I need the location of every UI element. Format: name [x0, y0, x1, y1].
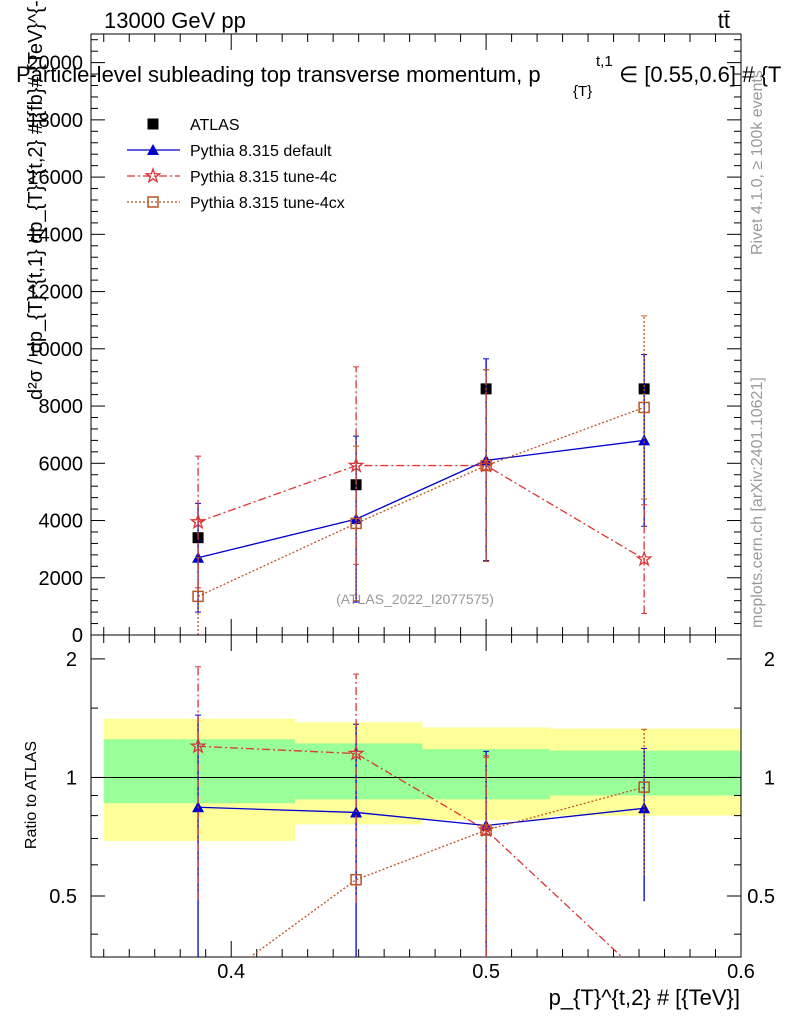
legend-marker — [147, 144, 159, 155]
x-axis-label: p_{T}^{t,2} # [{TeV}] — [549, 985, 740, 1010]
series-line — [197, 439, 645, 559]
y-tick-label: 16000 — [27, 167, 83, 189]
data-point — [480, 459, 492, 472]
x-tick-label: 0.4 — [217, 961, 245, 983]
inner-band — [294, 743, 423, 800]
analysis-watermark: (ATLAS_2022_I2077575) — [336, 591, 494, 607]
process-label: tt̄ — [718, 8, 730, 33]
rivet-version-label: Rivet 4.1.0, ≥ 100k events — [749, 70, 766, 255]
legend-label: ATLAS — [190, 117, 240, 134]
legend-marker — [147, 196, 159, 208]
plot-title-main: Particle-level subleading top transverse… — [16, 62, 541, 87]
legend-marker — [144, 166, 162, 184]
main-axes: 0 2000 4000 6000 8000 10000 12000 14000 16000 180… — [27, 34, 742, 647]
ratio-line — [198, 806, 645, 827]
ratio-y-tick-label: 1 — [66, 767, 77, 789]
legend: ATLAS Pythia 8.315 default Pythia 8.315 tu… — [127, 117, 345, 212]
ratio-point — [638, 781, 650, 793]
ratio-point — [189, 737, 207, 754]
data-point — [638, 401, 650, 414]
ratio-point — [193, 990, 203, 1000]
legend-marker — [147, 118, 159, 130]
ratio-point — [480, 824, 492, 836]
ratio-uncertainty-bands — [103, 718, 741, 841]
legend-label: Pythia 8.315 default — [190, 143, 332, 160]
x-tick-label: 0.5 — [472, 961, 500, 983]
y-tick-label: 4000 — [39, 511, 84, 533]
main-series — [189, 315, 653, 636]
mcplots-label: mcplots.cern.ch [arXiv:2401.10621] — [749, 377, 766, 628]
main-panel: (ATLAS_2022_I2077575) 0 2000 4000 6000 8000 1… — [27, 33, 742, 647]
inner-band — [549, 750, 741, 796]
ratio-y-tick-label: 2 — [66, 649, 77, 671]
plot-title-tail: ∈ [0.55,0.6] # {T — [619, 62, 781, 87]
ratio-point — [638, 802, 651, 814]
ratio-point — [350, 873, 362, 886]
ratio-series-clipped — [189, 666, 651, 1000]
ratio-series — [189, 666, 651, 1000]
data-point — [192, 590, 204, 603]
ratio-line — [198, 745, 623, 957]
x-tick-label: 0.6 — [727, 961, 755, 983]
ratio-line — [249, 786, 645, 957]
ratio-y-axis-label: Ratio to ATLAS — [23, 741, 40, 849]
ratio-series-pythia-8-315-tune-4cx — [193, 728, 650, 1000]
y-tick-label: 18000 — [27, 110, 83, 132]
legend-label: Pythia 8.315 tune-4c — [190, 169, 337, 186]
series-line — [197, 464, 645, 560]
energy-label: 13000 GeV pp — [104, 8, 246, 33]
plot-title-sup: t,1 — [596, 53, 613, 70]
series-line — [197, 406, 645, 597]
legend-label: Pythia 8.315 tune-4cx — [190, 195, 345, 212]
y-tick-label: 10000 — [27, 339, 83, 361]
series-atlas — [192, 383, 650, 544]
plot-title: Particle-level subleading top transverse… — [16, 53, 781, 100]
ratio-axes: 0.5 0.5 1 1 2 2 0.4 0.5 0.6 — [49, 635, 775, 983]
ratio-panel: 0.5 0.5 1 1 2 2 0.4 0.5 0.6 — [49, 634, 775, 1000]
y-tick-label: 2000 — [39, 568, 84, 590]
data-point — [189, 513, 207, 530]
y-tick-label: 12000 — [27, 282, 83, 304]
data-point — [350, 517, 362, 530]
ratio-y-tick-label-right: 0.5 — [747, 886, 775, 908]
y-tick-label: 14000 — [27, 224, 83, 246]
data-point — [638, 434, 651, 446]
y-tick-label: 6000 — [39, 453, 84, 475]
main-y-axis-label: d²σ / dp_{T}^{t,1} dp_{T}^{t,2} #[{fb}# … — [25, 0, 47, 400]
y-tick-label: 20000 — [27, 53, 83, 75]
data-point — [635, 550, 653, 567]
y-tick-label: 8000 — [39, 396, 84, 418]
ratio-point — [347, 744, 365, 761]
ratio-y-tick-label-right: 2 — [764, 649, 775, 671]
series-pythia-8-315-default — [192, 354, 651, 613]
ratio-frame — [90, 634, 742, 958]
ratio-point — [638, 971, 651, 984]
plot-title-sub: {T} — [573, 83, 592, 100]
ratio-y-tick-label-right: 1 — [764, 767, 775, 789]
ratio-y-tick-label: 0.5 — [49, 886, 77, 908]
series-pythia-8-315-tune-4cx — [192, 315, 650, 636]
y-tick-label: 0 — [72, 625, 83, 647]
